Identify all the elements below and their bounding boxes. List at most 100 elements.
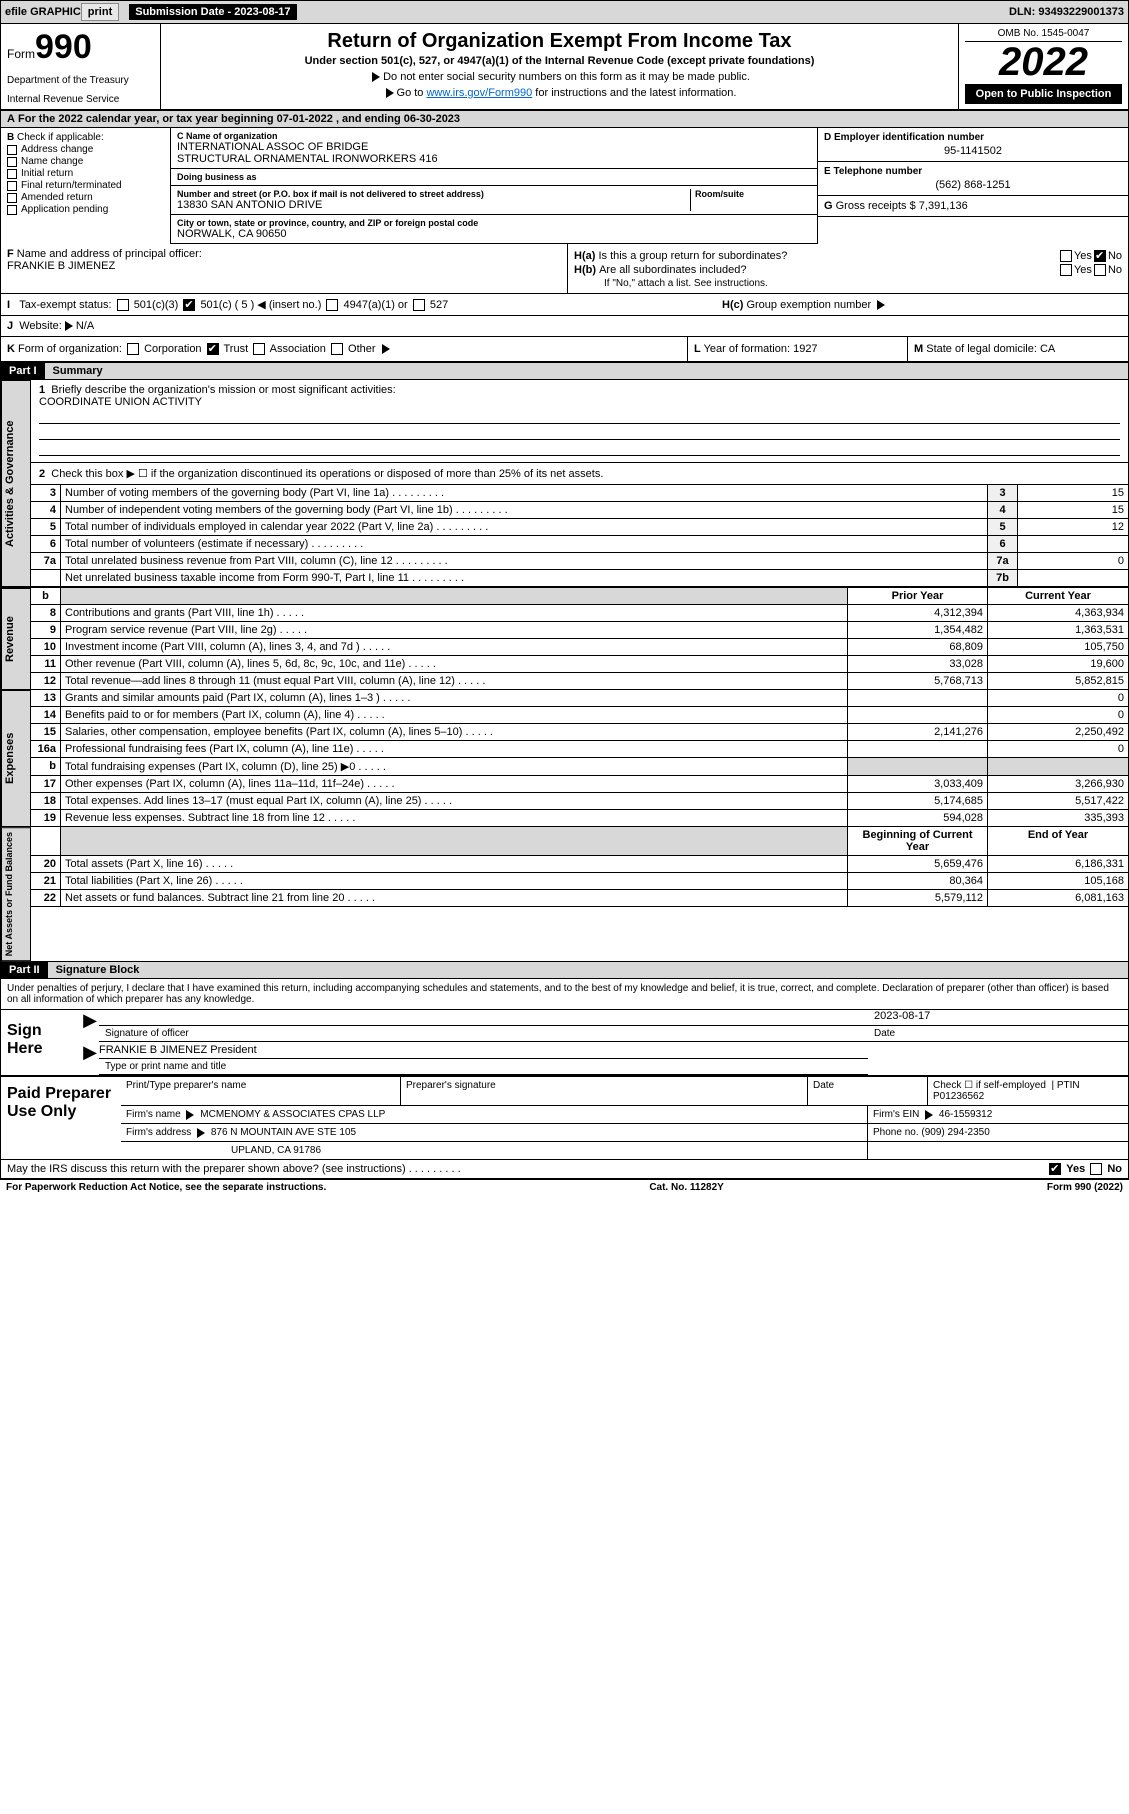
- phone-label: Phone no.: [873, 1127, 919, 1138]
- line-desc: Total expenses. Add lines 13–17 (must eq…: [61, 793, 848, 809]
- hb-note: If "No," attach a list. See instructions…: [574, 278, 1122, 289]
- tax-year: 2022: [965, 42, 1122, 82]
- discuss-no: No: [1107, 1163, 1122, 1175]
- part-i-title: Part I: [1, 363, 45, 379]
- footer-right: Form 990 (2022): [1047, 1182, 1123, 1193]
- part-ii-title: Part II: [1, 962, 48, 978]
- summary-line: bTotal fundraising expenses (Part IX, co…: [31, 758, 1128, 776]
- city: NORWALK, CA 90650: [177, 228, 811, 240]
- summary-line: 16aProfessional fundraising fees (Part I…: [31, 741, 1128, 758]
- hb-no-checkbox[interactable]: [1094, 264, 1106, 276]
- footer-left: For Paperwork Reduction Act Notice, see …: [6, 1182, 326, 1193]
- hb-yes-checkbox[interactable]: [1060, 264, 1072, 276]
- i-527: 527: [430, 299, 448, 311]
- form-prefix: Form: [7, 47, 35, 61]
- ha-no-checkbox[interactable]: [1094, 250, 1106, 262]
- summary-line: 11Other revenue (Part VIII, column (A), …: [31, 656, 1128, 673]
- cb-other[interactable]: [331, 343, 343, 355]
- line-desc: Other expenses (Part IX, column (A), lin…: [61, 776, 848, 792]
- line-desc: Revenue less expenses. Subtract line 18 …: [61, 810, 848, 826]
- print-button[interactable]: print: [81, 3, 119, 21]
- col-end: End of Year: [988, 827, 1128, 855]
- ptin: P01236562: [933, 1091, 984, 1102]
- prior-val: 5,768,713: [848, 673, 988, 689]
- cb-527[interactable]: [413, 299, 425, 311]
- discuss-q: May the IRS discuss this return with the…: [7, 1163, 406, 1175]
- header-note1: Do not enter social security numbers on …: [383, 71, 750, 83]
- checkbox-initial-return[interactable]: [7, 169, 17, 179]
- summary-line: 8Contributions and grants (Part VIII, li…: [31, 605, 1128, 622]
- footer-mid: Cat. No. 11282Y: [649, 1182, 723, 1193]
- line-desc: Salaries, other compensation, employee b…: [61, 724, 848, 740]
- i-501c5: 501(c) ( 5 ): [200, 299, 254, 311]
- cb-trust[interactable]: [207, 343, 219, 355]
- prior-val: [848, 741, 988, 757]
- col-beginning: Beginning of Current Year: [848, 827, 988, 855]
- officer-name-title: FRANKIE B JIMENEZ President: [99, 1042, 868, 1059]
- summary-line: 18Total expenses. Add lines 13–17 (must …: [31, 793, 1128, 810]
- b-label: Check if applicable:: [17, 132, 104, 143]
- k-label: Form of organization:: [18, 343, 122, 355]
- current-val: 105,168: [988, 873, 1128, 889]
- tax-year-row: A For the 2022 calendar year, or tax yea…: [1, 111, 1128, 128]
- summary-line: 20Total assets (Part X, line 16)5,659,47…: [31, 856, 1128, 873]
- current-val: [988, 758, 1128, 775]
- line-num: 21: [31, 873, 61, 889]
- cb-501c3[interactable]: [117, 299, 129, 311]
- open-public-badge: Open to Public Inspection: [965, 84, 1122, 104]
- e-label: Telephone number: [833, 166, 922, 177]
- b-item: Final return/terminated: [21, 180, 122, 191]
- current-val: 4,363,934: [988, 605, 1128, 621]
- checkbox-app-pending[interactable]: [7, 205, 17, 215]
- line-desc: Total liabilities (Part X, line 26): [61, 873, 848, 889]
- checkbox-final-return[interactable]: [7, 181, 17, 191]
- cb-501c[interactable]: [183, 299, 195, 311]
- prior-val: 5,659,476: [848, 856, 988, 872]
- sidebar-netassets: Net Assets or Fund Balances: [1, 827, 31, 961]
- cb-4947[interactable]: [326, 299, 338, 311]
- preparer-label: Paid Preparer Use Only: [1, 1077, 121, 1159]
- sig-officer-label: Signature of officer: [99, 1026, 868, 1042]
- prior-val: [848, 758, 988, 775]
- checkbox-address-change[interactable]: [7, 145, 17, 155]
- summary-line: 12Total revenue—add lines 8 through 11 (…: [31, 673, 1128, 690]
- header-note2-pre: Go to: [397, 87, 427, 99]
- sig-date-label: Date: [868, 1026, 1128, 1042]
- preparer-block: Paid Preparer Use Only Print/Type prepar…: [1, 1077, 1128, 1160]
- discuss-yes-checkbox[interactable]: [1049, 1163, 1061, 1175]
- line-val: 15: [1018, 485, 1128, 501]
- prior-val: [848, 707, 988, 723]
- dept-label: Department of the Treasury: [7, 75, 154, 86]
- form-number: 990: [35, 28, 92, 66]
- line-num: 8: [31, 605, 61, 621]
- firm-name-label: Firm's name: [126, 1109, 181, 1120]
- line-box: 7a: [988, 553, 1018, 569]
- line-num: 13: [31, 690, 61, 706]
- firm-addr1: 876 N MOUNTAIN AVE STE 105: [211, 1127, 356, 1138]
- checkbox-name-change[interactable]: [7, 157, 17, 167]
- efile-label: efile GRAPHIC: [5, 6, 81, 18]
- prior-val: 68,809: [848, 639, 988, 655]
- dln: DLN: 93493229001373: [1009, 6, 1124, 18]
- ha-yes-checkbox[interactable]: [1060, 250, 1072, 262]
- checkbox-amended[interactable]: [7, 193, 17, 203]
- sidebar-expenses: Expenses: [1, 690, 31, 827]
- sidebar-governance: Activities & Governance: [1, 380, 31, 587]
- line-desc: Total assets (Part X, line 16): [61, 856, 848, 872]
- k-other: Other: [348, 343, 376, 355]
- line2-text: Check this box ▶ ☐ if the organization d…: [51, 468, 603, 480]
- discuss-no-checkbox[interactable]: [1090, 1163, 1102, 1175]
- i-4947: 4947(a)(1) or: [344, 299, 408, 311]
- sign-here-block: Sign Here ▶ Signature of officer 2023-08…: [1, 1010, 1128, 1077]
- line-desc: Number of independent voting members of …: [61, 502, 988, 518]
- summary-line: 13Grants and similar amounts paid (Part …: [31, 690, 1128, 707]
- cb-assoc[interactable]: [253, 343, 265, 355]
- form990-link[interactable]: www.irs.gov/Form990: [426, 87, 532, 99]
- line-desc: Investment income (Part VIII, column (A)…: [61, 639, 848, 655]
- col-current: Current Year: [988, 588, 1128, 604]
- prep-h1: Print/Type preparer's name: [121, 1077, 401, 1105]
- officer-name: FRANKIE B JIMENEZ: [7, 260, 115, 272]
- cb-corp[interactable]: [127, 343, 139, 355]
- line-desc: Total revenue—add lines 8 through 11 (mu…: [61, 673, 848, 689]
- line-desc: Contributions and grants (Part VIII, lin…: [61, 605, 848, 621]
